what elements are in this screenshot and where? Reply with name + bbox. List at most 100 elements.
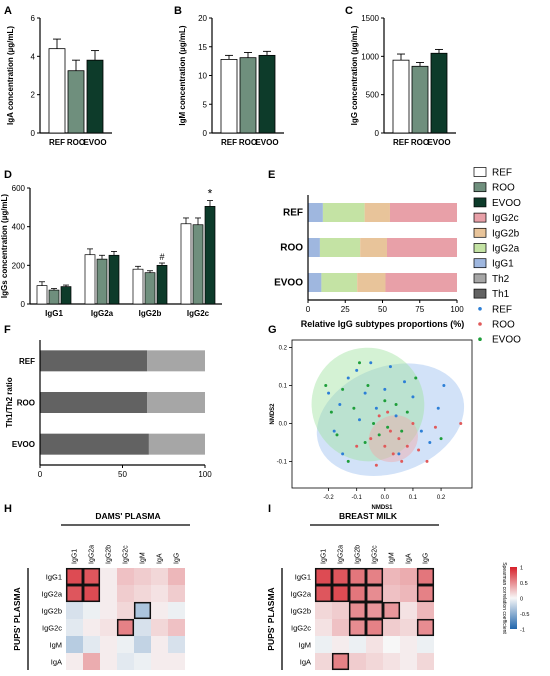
point-evoo [341, 387, 345, 391]
row-label: IgG2a [42, 590, 63, 599]
legend-label-th2: Th2 [492, 274, 510, 285]
heatmap-cell [315, 636, 332, 653]
y-tick-label: 200 [12, 261, 26, 270]
x-axis-label: Relative IgG subtypes proportions (%) [301, 319, 465, 329]
bar-segment-igg2a-roo [319, 238, 361, 257]
y-tick-label: REF [283, 208, 303, 219]
bar-segment-igg2b-evoo [357, 273, 386, 292]
row-label: IgG1 [295, 573, 311, 582]
column-label: IgG2b [106, 545, 113, 564]
y-tick-label: 10 [198, 72, 207, 81]
point-ref [394, 414, 398, 418]
point-ref [374, 406, 378, 410]
y-tick-label: 600 [12, 184, 26, 193]
y-tick-label: REF [19, 357, 35, 366]
heatmap-cell [315, 585, 332, 602]
heatmap-cell [366, 653, 383, 670]
row-label: IgG2b [291, 607, 311, 616]
significant-cell-outline [314, 567, 333, 586]
heatmap-cell [332, 585, 349, 602]
heatmap-cell [168, 568, 185, 585]
heatmap-cell [100, 602, 117, 619]
legend-swatch-th1 [473, 288, 487, 299]
point-ref [346, 376, 350, 380]
point-ref [436, 406, 440, 410]
row-label: IgG2c [42, 624, 62, 633]
x-tick-label: EVOO [427, 138, 450, 147]
colorbar-tick-label: -1 [520, 628, 525, 634]
legend-swatch-igg2b [473, 227, 487, 238]
bar-segment-th1-roo [40, 392, 148, 413]
heatmap-cell [151, 585, 168, 602]
point-evoo [439, 437, 443, 441]
y-tick-label: EVOO [12, 440, 35, 449]
point-ref [403, 380, 406, 384]
bar-evoo [430, 52, 448, 134]
colorbar: 1 0.5 0 -0.5 -1 Spearman correlation coeffici… [501, 562, 529, 634]
point-roo [377, 414, 381, 418]
heatmap-cell [400, 636, 417, 653]
point-roo [391, 452, 395, 456]
heatmap-cell [83, 636, 100, 653]
heatmap-cell [168, 619, 185, 636]
significance-mark: * [208, 187, 213, 201]
x-tick-label: 0 [38, 470, 43, 479]
y-tick-label: 20 [198, 14, 207, 23]
significant-cell-outline [365, 584, 384, 603]
x-tick-label: 0 [306, 305, 311, 314]
heatmap-cell [151, 636, 168, 653]
bar-segment-th2-evoo [148, 433, 205, 455]
y-tick-label: 15 [198, 43, 207, 52]
heatmap-cell [66, 636, 83, 653]
point-ref [327, 391, 331, 395]
x-tick-label: 0.2 [437, 495, 446, 501]
heatmap-cell [100, 653, 117, 670]
heatmap-cell [151, 568, 168, 585]
significant-cell-outline [365, 601, 384, 620]
panel-label-i: I [268, 503, 271, 515]
bar-evoo [258, 54, 276, 134]
point-roo [400, 459, 404, 463]
significant-cell-outline [348, 584, 367, 603]
legend-swatch-igg2c [473, 212, 487, 223]
bar-igg1-evoo [60, 286, 72, 305]
significant-cell-outline [116, 618, 135, 637]
heatmap-cell [83, 602, 100, 619]
heatmap-cell [400, 585, 417, 602]
heatmap-cell [134, 568, 151, 585]
panel-label-f: F [4, 324, 11, 336]
heatmap-cell [117, 653, 134, 670]
legend-swatch-th2 [473, 273, 487, 284]
heatmap-cell [349, 653, 366, 670]
bar-evoo [86, 59, 104, 134]
chart-th1-th2-ratio: REF ROO EVOO 0 50 100 Th1/Th2 ratio [5, 340, 212, 479]
significant-cell-outline [331, 567, 350, 586]
x-tick-label: IgG2b [139, 309, 162, 318]
point-roo [388, 429, 392, 433]
heatmap-cell [66, 585, 83, 602]
point-ref [355, 368, 359, 372]
row-group-label: PUPS' PLASMA [12, 587, 22, 650]
bar-igg2a-ref [84, 254, 96, 305]
point-roo [397, 437, 401, 441]
significance-mark: # [159, 252, 164, 262]
point-ref [383, 387, 387, 391]
heatmap-cell [315, 653, 332, 670]
row-label: IgM [298, 641, 311, 650]
column-label: IgG2a [89, 545, 96, 564]
heatmap-cell [83, 619, 100, 636]
heatmap-cell [417, 636, 434, 653]
heatmap-cell [349, 568, 366, 585]
point-evoo [372, 421, 376, 425]
heatmap-cell [100, 636, 117, 653]
bar-igg2c-evoo [204, 206, 216, 305]
heatmap-cell [168, 653, 185, 670]
bar-ref [220, 59, 238, 134]
heatmap-cell [66, 568, 83, 585]
heatmap-cell [383, 602, 400, 619]
heatmap-cell [315, 619, 332, 636]
x-tick-label: EVOO [83, 138, 106, 147]
heatmap-cell [100, 619, 117, 636]
y-axis-label: NMDS2 [270, 403, 276, 425]
